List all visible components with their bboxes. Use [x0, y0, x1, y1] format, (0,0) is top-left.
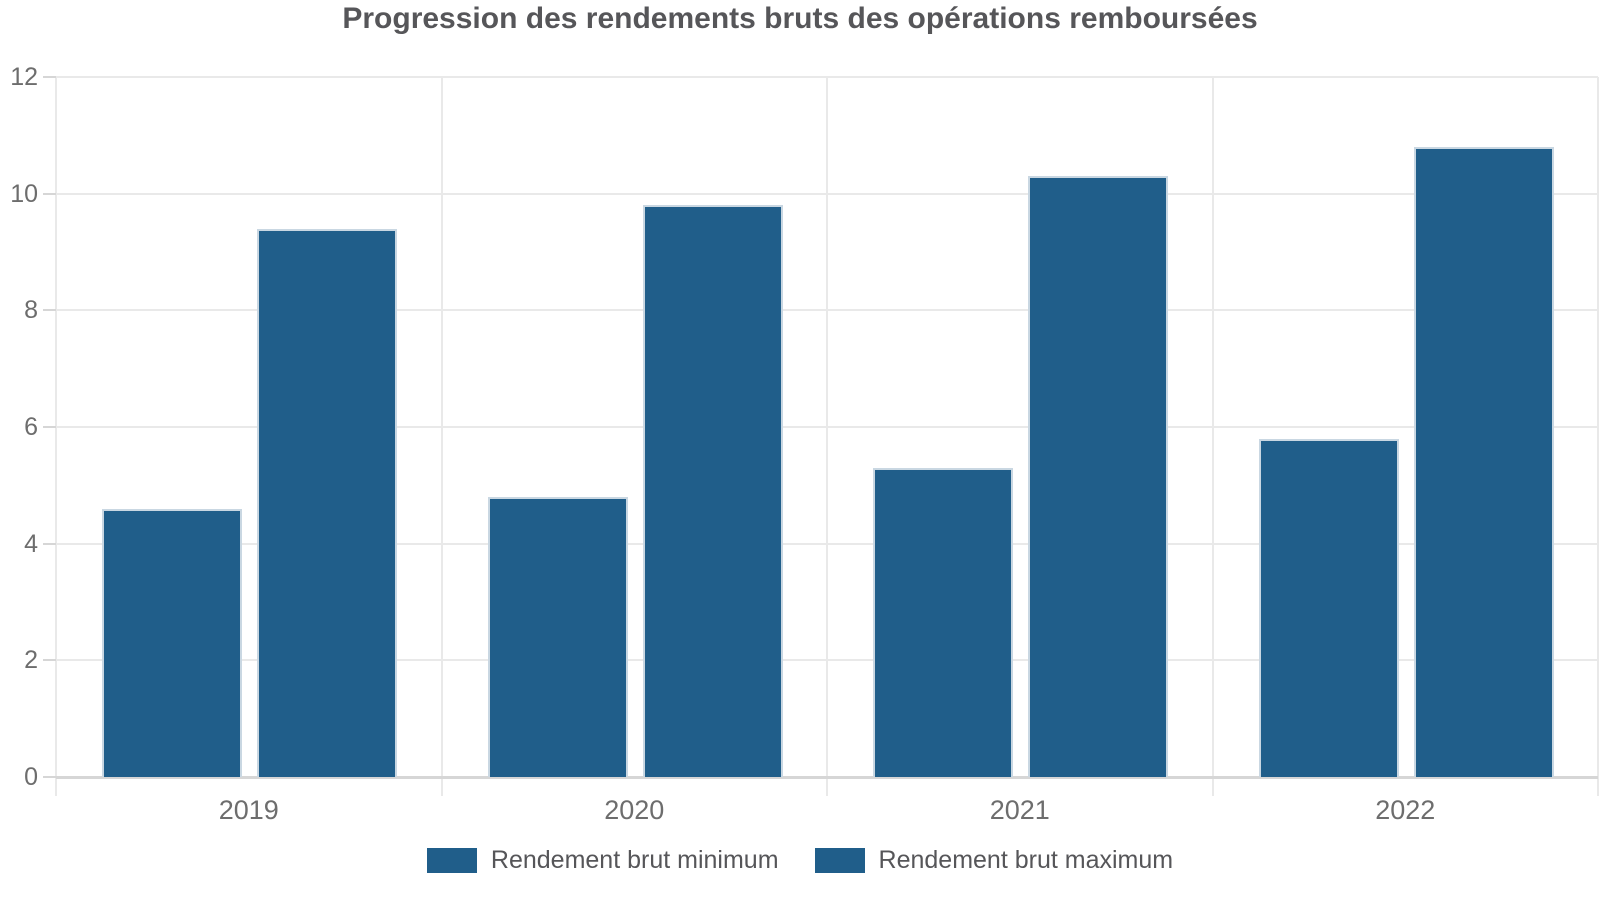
bar-2022-min[interactable] [1258, 438, 1399, 777]
bar-2020-min[interactable] [487, 497, 628, 777]
bar-2021-max[interactable] [1028, 176, 1168, 777]
bar-2021-min[interactable] [873, 467, 1013, 777]
x-label-2021: 2021 [989, 795, 1050, 825]
gridline-y-4 [56, 542, 1598, 545]
y-tick-12 [43, 76, 56, 78]
gridline-y-6 [56, 426, 1598, 428]
y-tick-2 [43, 659, 56, 662]
x-axis-line [56, 776, 1598, 779]
bar-2022-max[interactable] [1413, 147, 1554, 777]
y-tick-label-8: 8 [24, 296, 38, 325]
legend-swatch-max [814, 848, 865, 873]
category-separator-3 [1211, 77, 1214, 796]
x-label-2020: 2020 [604, 795, 665, 825]
legend-item-min[interactable]: Rendement brut minimum [426, 846, 779, 874]
y-tick-label-12: 12 [10, 63, 38, 91]
legend-swatch-min [426, 848, 477, 873]
gridline-y-12 [56, 76, 1598, 78]
legend-label-max: Rendement brut maximum [878, 846, 1174, 874]
y-tick-label-0: 0 [24, 763, 38, 791]
y-tick-label-6: 6 [24, 413, 38, 441]
y-tick-6 [43, 426, 56, 428]
legend: Rendement brut minimum Rendement brut max… [0, 848, 1600, 873]
gridline-y-10 [56, 192, 1598, 195]
y-tick-label-4: 4 [24, 529, 38, 558]
bar-2019-min[interactable] [102, 508, 242, 777]
x-label-2019: 2019 [218, 795, 279, 825]
y-tick-10 [43, 192, 56, 195]
y-tick-8 [43, 309, 56, 312]
x-label-2022: 2022 [1375, 795, 1436, 825]
bar-2020-max[interactable] [642, 205, 783, 777]
category-separator-2 [826, 77, 828, 796]
category-separator-4 [1597, 77, 1599, 796]
chart-title: Progression des rendements bruts des opé… [342, 2, 1258, 35]
legend-item-max[interactable]: Rendement brut maximum [814, 846, 1174, 874]
category-separator-1 [440, 77, 443, 796]
plot-area: 0 2 4 6 8 10 12 2019 2020 2021 2022 [10, 65, 1599, 824]
y-tick-label-2: 2 [24, 646, 38, 675]
bar-2019-max[interactable] [257, 228, 397, 777]
y-tick-label-10: 10 [10, 179, 38, 208]
gridline-y-8 [56, 309, 1598, 312]
gridline-y-2 [56, 659, 1598, 662]
y-tick-4 [43, 542, 56, 545]
category-separator-0 [55, 77, 57, 796]
legend-label-min: Rendement brut minimum [490, 846, 779, 874]
y-tick-0 [43, 776, 56, 778]
